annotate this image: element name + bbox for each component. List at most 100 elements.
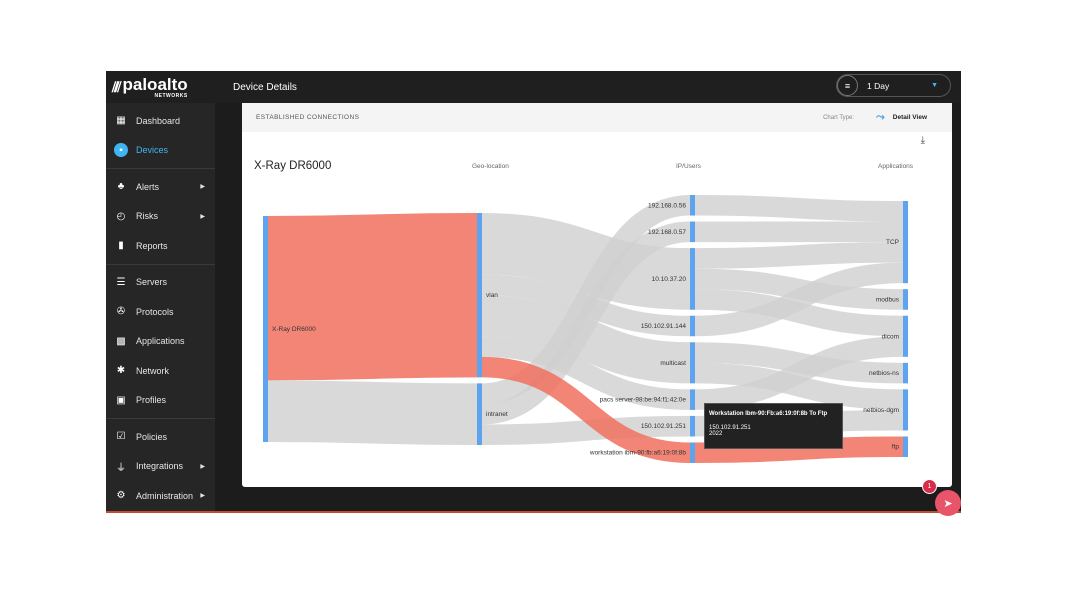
logo-mark-icon: ⫽⫽ bbox=[112, 78, 121, 95]
node-ip144[interactable] bbox=[690, 315, 695, 337]
chevron-right-icon: ▶ bbox=[200, 184, 205, 191]
policies-icon: ☑ bbox=[116, 431, 126, 443]
node-label: X-Ray DR6000 bbox=[272, 326, 316, 333]
node-label: 150.102.91.144 bbox=[641, 323, 687, 330]
sidebar-item-label: Devices bbox=[136, 145, 169, 156]
node-vlan[interactable] bbox=[477, 213, 482, 378]
node-ip20[interactable] bbox=[690, 248, 695, 310]
flow-intranet-ip56[interactable] bbox=[481, 195, 691, 404]
applications-icon: ▩ bbox=[116, 335, 126, 347]
sidebar-item-applications[interactable]: ▩ Applications bbox=[106, 327, 215, 357]
chart-title: X-Ray DR6000 bbox=[254, 160, 332, 172]
chart-type-label: Chart Type: bbox=[823, 114, 854, 121]
column-header-ip: IP/Users bbox=[676, 163, 701, 170]
flow-vlan-pacs[interactable] bbox=[481, 336, 691, 410]
node-label: netbios-dgm bbox=[863, 407, 899, 414]
node-modbus[interactable] bbox=[903, 289, 908, 310]
flow-vlan-ws[interactable] bbox=[481, 356, 691, 463]
flow-xray-vlan[interactable] bbox=[267, 213, 478, 381]
devices-icon: ▪ bbox=[114, 143, 128, 158]
alert-icon: ♣ bbox=[117, 181, 125, 193]
node-pacs[interactable] bbox=[690, 389, 695, 410]
sidebar-item-profiles[interactable]: ▣ Profiles bbox=[106, 386, 215, 416]
brand-name: paloalto bbox=[122, 74, 188, 94]
download-icon[interactable]: ⤓ bbox=[920, 135, 925, 146]
chevron-right-icon: ▶ bbox=[200, 213, 205, 220]
node-label: netbios-ns bbox=[869, 370, 900, 377]
node-ws[interactable] bbox=[690, 442, 695, 463]
chevron-right-icon: ▶ bbox=[200, 463, 205, 470]
servers-icon: ☰ bbox=[116, 276, 126, 288]
column-header-geo: Geo-location bbox=[472, 163, 509, 170]
section-title: ESTABLISHED CONNECTIONS bbox=[256, 114, 360, 121]
flow-ip144-tcp[interactable] bbox=[694, 262, 904, 337]
node-ip57[interactable] bbox=[690, 221, 695, 243]
tooltip: Workstation Ibm-90:Fb:a6:19:0f:8b To Ftp… bbox=[704, 403, 843, 449]
chevron-right-icon: ▶ bbox=[200, 493, 205, 500]
node-dicom[interactable] bbox=[903, 315, 908, 357]
node-intranet[interactable] bbox=[477, 383, 482, 445]
flow-xray-intranet[interactable] bbox=[267, 380, 478, 446]
sidebar-item-dashboard[interactable]: ▦ Dashboard bbox=[106, 106, 215, 136]
sidebar-item-label: Network bbox=[136, 365, 170, 376]
flow-ip20-dicom[interactable] bbox=[694, 289, 904, 337]
nav-group: ☰ Servers ✇ Protocols ▩ Applications ✱ Network ▣… bbox=[106, 265, 215, 419]
flow-vlan-ip20[interactable] bbox=[481, 212, 691, 310]
flow-mc-nbdgm[interactable] bbox=[694, 362, 904, 410]
node-nbdgm[interactable] bbox=[903, 389, 908, 431]
sidebar-item-protocols[interactable]: ✇ Protocols bbox=[106, 297, 215, 327]
column-header-apps: Applications bbox=[878, 163, 914, 170]
sidebar-item-reports[interactable]: ▮ Reports bbox=[106, 231, 215, 261]
node-label: dicom bbox=[882, 333, 899, 340]
flow-ip56-tcp[interactable] bbox=[694, 195, 904, 222]
sidebar-item-label: Administration bbox=[136, 490, 194, 501]
flow-ip20-tcp[interactable] bbox=[694, 242, 904, 269]
help-button[interactable]: ➤ bbox=[935, 490, 961, 516]
node-tcp[interactable] bbox=[903, 201, 908, 284]
sidebar-item-servers[interactable]: ☰ Servers bbox=[106, 268, 215, 298]
node-nbns[interactable] bbox=[903, 362, 908, 384]
sankey-chart-icon: ⤳ bbox=[875, 111, 885, 123]
node-ip56[interactable] bbox=[690, 195, 695, 216]
paloalto-logo[interactable]: ⫽⫽ paloalto NETWORKS bbox=[106, 71, 215, 103]
node-ftp[interactable] bbox=[903, 436, 908, 457]
node-label: 192.168.0.56 bbox=[648, 202, 686, 209]
sidebar-item-risks[interactable]: ◴ Risks ▶ bbox=[106, 202, 215, 232]
time-range-select[interactable]: ≡ 1 Day ▼ bbox=[836, 74, 951, 97]
connections-card: ESTABLISHED CONNECTIONS Chart Type: ⤳ Det… bbox=[242, 103, 952, 487]
node-label: multicast bbox=[660, 360, 686, 367]
dashboard-icon: ▦ bbox=[116, 115, 126, 127]
sidebar-item-administration[interactable]: ⚙ Administration ▶ bbox=[106, 481, 215, 511]
sidebar-item-label: Alerts bbox=[136, 181, 160, 192]
sidebar-item-alerts[interactable]: ♣ Alerts ▶ bbox=[106, 172, 215, 202]
detail-view-button[interactable]: ⤳ Detail View bbox=[875, 111, 927, 123]
plug-icon: ⏚ bbox=[116, 462, 126, 474]
sidebar-item-label: Servers bbox=[136, 277, 168, 288]
node-label: 192.168.0.57 bbox=[648, 229, 686, 236]
node-label: pacs server-98:be:94:f1:42:0e bbox=[600, 397, 687, 404]
sidebar-item-label: Risks bbox=[136, 211, 158, 222]
nav-group: ♣ Alerts ▶ ◴ Risks ▶ ▮ Reports bbox=[106, 169, 215, 265]
reports-icon: ▮ bbox=[118, 240, 124, 252]
flow-intranet-ip57[interactable] bbox=[481, 221, 691, 425]
node-xray[interactable] bbox=[263, 216, 268, 442]
sidebar: ⫽⫽ paloalto NETWORKS ▦ Dashboard ▪ Devices ♣ Al… bbox=[106, 71, 215, 511]
filter-icon[interactable]: ≡ bbox=[837, 75, 858, 96]
nav-group: ▦ Dashboard ▪ Devices bbox=[106, 103, 215, 169]
brand-sub: NETWORKS bbox=[154, 92, 188, 99]
node-mc[interactable] bbox=[690, 342, 695, 384]
header: Device Details ≡ 1 Day ▼ bbox=[215, 71, 961, 103]
sidebar-item-network[interactable]: ✱ Network bbox=[106, 356, 215, 386]
rocket-icon: ➤ bbox=[943, 497, 953, 510]
flow-intranet-ip251[interactable] bbox=[481, 415, 691, 445]
flow-ws-ftp[interactable] bbox=[694, 436, 904, 463]
time-range-value: 1 Day bbox=[867, 80, 890, 91]
flow-pacs-dicom[interactable] bbox=[694, 336, 904, 410]
sidebar-item-devices[interactable]: ▪ Devices bbox=[106, 136, 215, 166]
sidebar-item-policies[interactable]: ☑ Policies bbox=[106, 422, 215, 452]
node-label: TCP bbox=[886, 239, 899, 246]
node-ip251[interactable] bbox=[690, 415, 695, 437]
sidebar-item-integrations[interactable]: ⏚ Integrations ▶ bbox=[106, 452, 215, 482]
notification-badge: 1 bbox=[922, 479, 937, 494]
card-header: ESTABLISHED CONNECTIONS Chart Type: ⤳ Det… bbox=[242, 103, 952, 132]
